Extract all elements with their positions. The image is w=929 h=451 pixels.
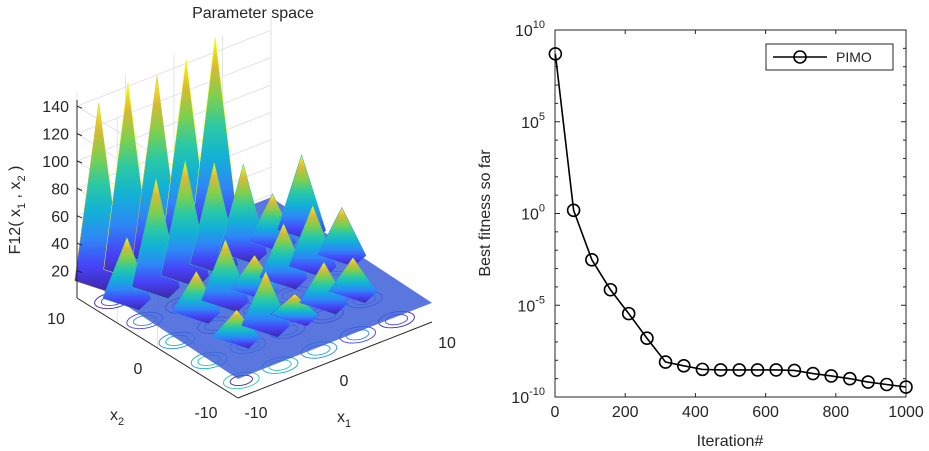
- pimo-point: [899, 380, 913, 394]
- legend-marker: [793, 50, 807, 64]
- x-tick-label: 600: [752, 404, 779, 421]
- x-tick-label: -10: [244, 405, 267, 422]
- z-tick-label: 140: [42, 99, 69, 116]
- legend: PIMO: [765, 43, 894, 71]
- x-tick-label: 200: [612, 404, 639, 421]
- x-tick-label: 10: [438, 335, 456, 352]
- surface-title: Parameter space: [192, 5, 314, 22]
- z-tick-mark: [76, 105, 83, 109]
- y-axis-label: Best fitness so far: [477, 149, 494, 277]
- pimo-point: [640, 331, 654, 346]
- surface-peak: [211, 309, 262, 350]
- surface-peak: [171, 270, 221, 325]
- z-axis-label: F12( x1 , x2 ): [7, 166, 28, 255]
- y-tick-label: 10-5: [517, 294, 545, 315]
- legend-label: PIMO: [836, 49, 872, 65]
- z-tick-label: 40: [51, 236, 69, 253]
- y-tick-label: 100: [521, 203, 545, 224]
- y-tick-label: 1010: [515, 19, 545, 40]
- y-tick-label: 0: [134, 361, 143, 378]
- z-tick-label: 120: [42, 127, 69, 144]
- z-tick-mark: [76, 187, 83, 191]
- surface-peak: [270, 293, 320, 327]
- z-tick-label: 100: [42, 154, 69, 171]
- pimo-point: [677, 359, 691, 373]
- z-tick-label: 60: [51, 209, 69, 226]
- z-tick-mark: [76, 133, 83, 137]
- x-tick-label: 1000: [888, 404, 924, 421]
- z-ticks: 20 40 60 80 100 120 140: [42, 99, 83, 281]
- x-ticks: 0 200 400 600 800 1000: [551, 30, 924, 421]
- surface-peak: [102, 236, 152, 311]
- y-tick-label: 10-10: [511, 386, 545, 407]
- z-tick-mark: [76, 160, 83, 164]
- pimo-point: [750, 363, 765, 377]
- pimo-point: [824, 369, 839, 383]
- series-line: [554, 53, 907, 388]
- x-tick-label: 0: [340, 373, 349, 390]
- x-axis-label: Iteration#: [697, 433, 764, 450]
- x-axis-line: [237, 321, 433, 399]
- pimo-point: [603, 282, 618, 297]
- surface-peak: [259, 222, 309, 290]
- y-tick-label: 105: [521, 111, 545, 132]
- pimo-point: [787, 363, 802, 378]
- z-tick-label: 20: [51, 264, 69, 281]
- pimo-point: [769, 363, 783, 377]
- surface-peak: [328, 256, 378, 304]
- surface-peak: [200, 238, 250, 313]
- surface-peak: [299, 261, 349, 315]
- pimo-point: [548, 47, 563, 61]
- pimo-point: [585, 252, 599, 267]
- pimo-point: [713, 363, 728, 377]
- y-ticks: 10-10 10-5 100 105 1010: [511, 19, 906, 407]
- convergence-chart: 0 200 400 600 800 1000 10-10 10-5 100 105 1010 It…: [477, 19, 924, 450]
- z-tick-mark: [76, 270, 83, 274]
- z-tick-mark: [76, 242, 83, 246]
- z-tick-label: 80: [51, 181, 69, 198]
- pimo-point: [695, 362, 710, 377]
- x-tick-label: 0: [551, 404, 560, 421]
- x1-axis-label: x1: [337, 409, 351, 430]
- pimo-point: [806, 366, 820, 381]
- series-markers: [548, 47, 913, 394]
- surface-peak: [241, 270, 291, 338]
- surface-peak: [288, 204, 338, 279]
- z-tick-mark: [76, 215, 83, 219]
- pimo-point: [621, 306, 636, 321]
- pimo-point: [658, 355, 673, 369]
- pimo-point: [566, 203, 581, 218]
- y-axis-line: [76, 297, 239, 399]
- plot-area: [554, 29, 907, 398]
- pimo-point: [732, 363, 747, 377]
- pimo-point: [879, 377, 894, 392]
- surface-axes: [76, 100, 433, 399]
- x-tick-label: 800: [822, 404, 849, 421]
- y-tick-label: 10: [47, 311, 65, 328]
- surface-mesh: [74, 36, 432, 379]
- x-tick-label: 400: [682, 404, 709, 421]
- x2-axis-label: x2: [110, 407, 124, 428]
- pimo-line: [554, 53, 907, 388]
- surface-peak: [317, 206, 367, 268]
- y-tick-label: -10: [194, 405, 217, 422]
- pimo-point: [843, 371, 857, 386]
- pimo-point: [861, 375, 875, 389]
